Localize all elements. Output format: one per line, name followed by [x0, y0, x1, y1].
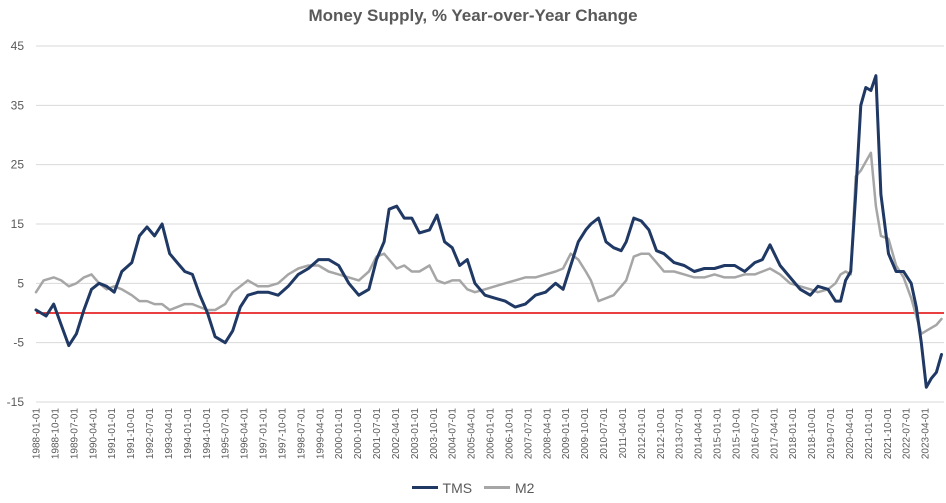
x-tick-label: 2006-10-01: [504, 408, 515, 460]
x-tick-label: 1991-01-01: [107, 408, 118, 460]
x-tick-label: 2008-04-01: [542, 408, 553, 460]
x-tick-label: 2012-10-01: [656, 408, 667, 460]
x-tick-label: 1988-01-01: [32, 408, 43, 460]
x-tick-label: 1994-01-01: [183, 408, 194, 460]
legend-label-m2: M2: [515, 479, 535, 496]
x-axis-tick-labels: 1988-01-01 1988-10-01 1989-07-01 1990-04-01…: [32, 408, 932, 460]
x-tick-label: 2000-10-01: [353, 408, 364, 460]
x-tick-label: 1994-10-01: [202, 408, 213, 460]
x-tick-label: 2002-04-01: [391, 408, 402, 460]
series-line-m2: [34, 151, 943, 336]
x-tick-label: 2009-10-01: [580, 408, 591, 460]
x-tick-label: 2005-04-01: [467, 408, 478, 460]
series-lines: [34, 74, 943, 389]
x-tick-label: 2022-07-01: [902, 408, 913, 460]
x-tick-label: 2013-07-01: [675, 408, 686, 460]
y-tick-label: 15: [11, 217, 25, 231]
x-tick-label: 1995-07-01: [221, 408, 232, 460]
y-tick-label: -5: [13, 336, 24, 350]
legend-label-tms: TMS: [442, 479, 473, 496]
x-tick-label: 1997-01-01: [259, 408, 270, 460]
x-tick-label: 2017-04-01: [769, 408, 780, 460]
x-tick-label: 2003-01-01: [410, 408, 421, 460]
x-tick-label: 2018-01-01: [788, 408, 799, 460]
x-tick-label: 2003-10-01: [429, 408, 440, 460]
x-tick-label: 1989-07-01: [69, 408, 80, 460]
x-tick-label: 1997-10-01: [277, 408, 288, 460]
x-tick-label: 2007-07-01: [523, 408, 534, 460]
series-line-tms: [34, 74, 943, 389]
legend-swatch-tms: [411, 486, 438, 489]
x-tick-label: 2018-10-01: [807, 408, 818, 460]
x-tick-label: 1998-07-01: [296, 408, 307, 460]
x-tick-label: 2015-01-01: [713, 408, 724, 460]
y-tick-label: 5: [17, 276, 24, 290]
y-tick-label: -15: [7, 395, 25, 409]
x-tick-label: 2021-01-01: [864, 408, 875, 460]
y-tick-label: 35: [11, 98, 25, 112]
x-tick-label: 2023-04-01: [921, 408, 932, 460]
x-tick-label: 1999-04-01: [315, 408, 326, 460]
y-tick-label: 25: [11, 158, 25, 172]
legend-swatch-m2: [484, 486, 510, 489]
gridlines: [36, 45, 944, 403]
x-tick-label: 1993-04-01: [164, 408, 175, 460]
x-tick-label: 1991-10-01: [126, 408, 137, 460]
x-tick-label: 2019-07-01: [826, 408, 837, 460]
legend-item-m2: M2: [484, 480, 534, 496]
x-tick-label: 2014-04-01: [694, 408, 705, 460]
legend: TMS M2: [0, 476, 946, 496]
x-tick-label: 1988-10-01: [50, 408, 61, 460]
x-tick-label: 2004-07-01: [448, 408, 459, 460]
x-tick-label: 2016-07-01: [750, 408, 761, 460]
x-tick-label: 2006-01-01: [486, 408, 497, 460]
chart-title: Money Supply, % Year-over-Year Change: [308, 6, 638, 25]
x-tick-label: 2011-04-01: [618, 408, 629, 459]
y-tick-label: 45: [11, 39, 25, 53]
x-tick-label: 2015-10-01: [731, 408, 742, 460]
x-tick-label: 1996-04-01: [240, 408, 251, 460]
x-tick-label: 2001-07-01: [372, 408, 383, 460]
x-tick-label: 1990-04-01: [88, 408, 99, 460]
x-tick-label: 2021-10-01: [883, 408, 894, 460]
x-tick-label: 2000-01-01: [334, 408, 345, 460]
legend-item-tms: TMS: [411, 479, 473, 496]
x-tick-label: 2010-07-01: [599, 408, 610, 460]
x-tick-label: 2020-04-01: [845, 408, 856, 460]
y-axis-tick-labels: 45 35 25 15 5 -5 -15: [7, 39, 25, 409]
x-tick-label: 1992-07-01: [145, 408, 156, 460]
x-tick-label: 2012-01-01: [637, 408, 648, 460]
x-tick-label: 2009-01-01: [561, 408, 572, 460]
